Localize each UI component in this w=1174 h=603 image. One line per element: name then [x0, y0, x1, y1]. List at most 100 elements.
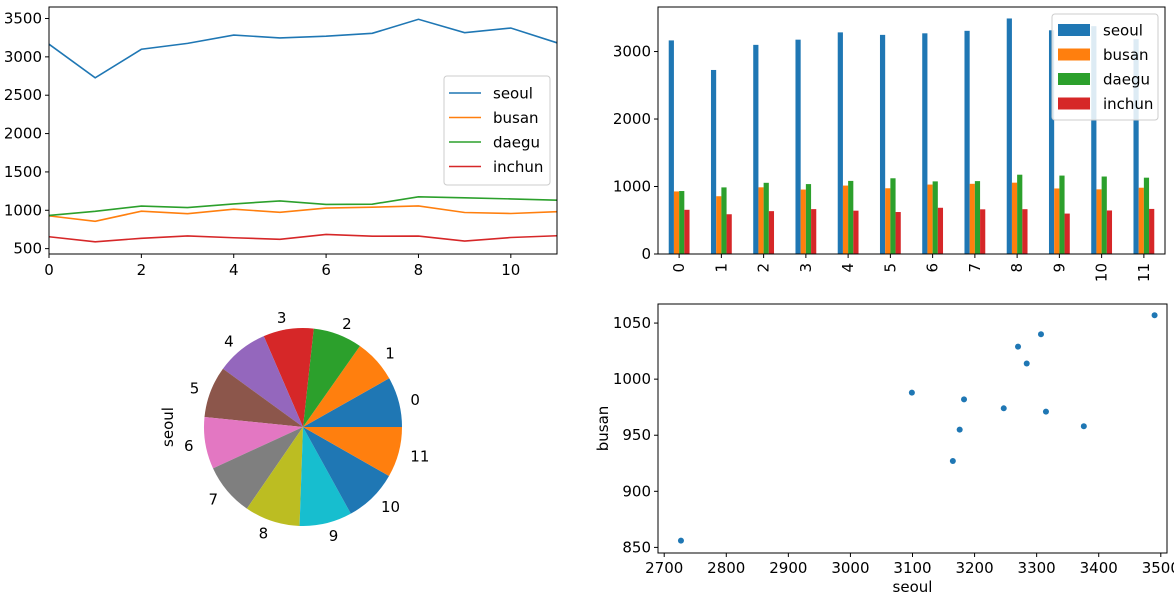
- bar-busan: [716, 196, 722, 254]
- bar-inchun: [768, 211, 775, 254]
- pie-ylabel: seoul: [159, 407, 177, 447]
- scatter-point: [949, 458, 956, 465]
- bar-daegu: [890, 178, 896, 254]
- x-tick-label: 0: [670, 263, 688, 273]
- bar-daegu: [721, 187, 727, 254]
- scatter-point: [908, 389, 915, 396]
- legend-patch-daegu: [1058, 73, 1090, 85]
- line-chart: 0 2 4 6 8 10 500 1000 1500 2000 2500 3000 3500 seoul b…: [4, 6, 558, 279]
- bar-daegu: [1101, 176, 1107, 254]
- bar-inchun: [1106, 210, 1113, 254]
- x-tick-label: 3500: [1142, 559, 1174, 577]
- bar-daegu: [1059, 175, 1065, 254]
- bar-seoul: [837, 32, 843, 254]
- legend-label: busan: [493, 109, 539, 127]
- pie-slice: [213, 427, 303, 509]
- x-tick-label: 3: [797, 263, 815, 273]
- y-tick-label: 2000: [4, 125, 42, 143]
- bar-inchun: [980, 209, 986, 254]
- series-line-seoul: [48, 18, 558, 79]
- pie-slice: [303, 328, 360, 427]
- bar-busan: [758, 187, 764, 254]
- legend-box: [443, 75, 551, 186]
- bar-daegu: [805, 184, 812, 254]
- bar-seoul: [1133, 39, 1139, 255]
- series-line-busan: [48, 205, 558, 223]
- scatter-point: [1000, 405, 1007, 412]
- bar-seoul: [753, 44, 759, 255]
- bar-inchun: [684, 209, 690, 254]
- legend-label: daegu: [493, 134, 540, 152]
- x-tick-label: 3300: [1018, 559, 1056, 577]
- pie-slice: [203, 417, 303, 469]
- pie-label: 0: [410, 391, 420, 409]
- x-tick-label: 1: [712, 263, 730, 273]
- x-tick-label: 10: [501, 261, 520, 279]
- pie-slice: [303, 346, 390, 427]
- y-tick-label: 3500: [4, 10, 42, 28]
- legend: seoul busan daegu inchun: [443, 75, 551, 186]
- bar-busan: [1138, 187, 1144, 254]
- scatter-point: [1023, 360, 1030, 367]
- x-tick-label: 5: [881, 263, 899, 273]
- bar-busan: [885, 188, 891, 254]
- y-tick-label: 1000: [613, 370, 651, 388]
- x-tick-label: 8: [414, 261, 424, 279]
- pie-slice: [303, 427, 402, 476]
- series-line-inchun: [48, 233, 558, 243]
- legend-label: seoul: [493, 85, 533, 103]
- bar-inchun: [1022, 209, 1028, 254]
- x-tick-label: 8: [1008, 263, 1026, 273]
- pie-label: 2: [342, 315, 352, 333]
- pie-label: 7: [209, 490, 219, 508]
- bar-daegu: [679, 191, 685, 254]
- pie-label: 9: [329, 527, 339, 545]
- bar-seoul: [922, 33, 928, 254]
- bar-inchun: [853, 210, 859, 254]
- pie-slice: [204, 368, 303, 427]
- series-line-daegu: [48, 196, 558, 217]
- x-tick-label: 2: [137, 261, 147, 279]
- legend-label: inchun: [493, 158, 543, 176]
- bar-seoul: [795, 39, 801, 254]
- pie-slice: [303, 378, 402, 427]
- y-tick-label: 2000: [613, 110, 651, 128]
- legend-label: seoul: [1103, 22, 1143, 40]
- pie-chart: 0 1 2 3 4 5 6 7 8 9 10 11 seoul: [159, 309, 429, 545]
- legend-patch-seoul: [1058, 24, 1090, 36]
- legend: seoul busan daegu inchun: [1051, 13, 1159, 121]
- x-tick-label: 3000: [831, 559, 869, 577]
- bar-chart: 0 1 2 3 4 5 6 7 8 9 10 11 0 1000 2000 3000 seoul busan dae…: [613, 6, 1166, 282]
- pie-slice: [222, 336, 303, 427]
- scatter-chart: 2700 2800 2900 3000 3100 3200 3300 3400 3500 850 9…: [594, 303, 1174, 596]
- x-tick-label: 6: [924, 263, 942, 273]
- y-tick-label: 1050: [613, 314, 651, 332]
- bar-seoul: [1091, 26, 1097, 254]
- y-axis-label: busan: [594, 406, 612, 452]
- x-tick-label: 9: [1050, 263, 1068, 273]
- legend-label: inchun: [1103, 95, 1153, 113]
- x-tick-label: 4: [839, 263, 857, 273]
- y-tick-label: 0: [641, 245, 651, 263]
- bar-inchun: [937, 207, 944, 254]
- bar-daegu: [974, 181, 981, 254]
- scatter-point: [1042, 408, 1049, 415]
- pie-slice: [303, 427, 390, 514]
- scatter-point: [1151, 312, 1158, 319]
- legend-patch-inchun: [1058, 97, 1090, 110]
- y-tick-label: 950: [622, 426, 651, 444]
- pie-label: 11: [410, 447, 429, 465]
- x-tick-label: 3100: [893, 559, 931, 577]
- y-tick-label: 900: [622, 482, 651, 500]
- pie-label: 5: [190, 379, 200, 397]
- legend-box: [1051, 13, 1159, 121]
- bar-inchun: [726, 214, 732, 254]
- x-tick-label: 11: [1135, 263, 1153, 282]
- x-tick-label: 3400: [1080, 559, 1118, 577]
- x-tick-label: 3200: [955, 559, 993, 577]
- bar-seoul: [964, 30, 970, 254]
- pie-label: 4: [224, 332, 234, 350]
- bar-seoul: [710, 69, 717, 254]
- legend-patch-busan: [1058, 48, 1090, 61]
